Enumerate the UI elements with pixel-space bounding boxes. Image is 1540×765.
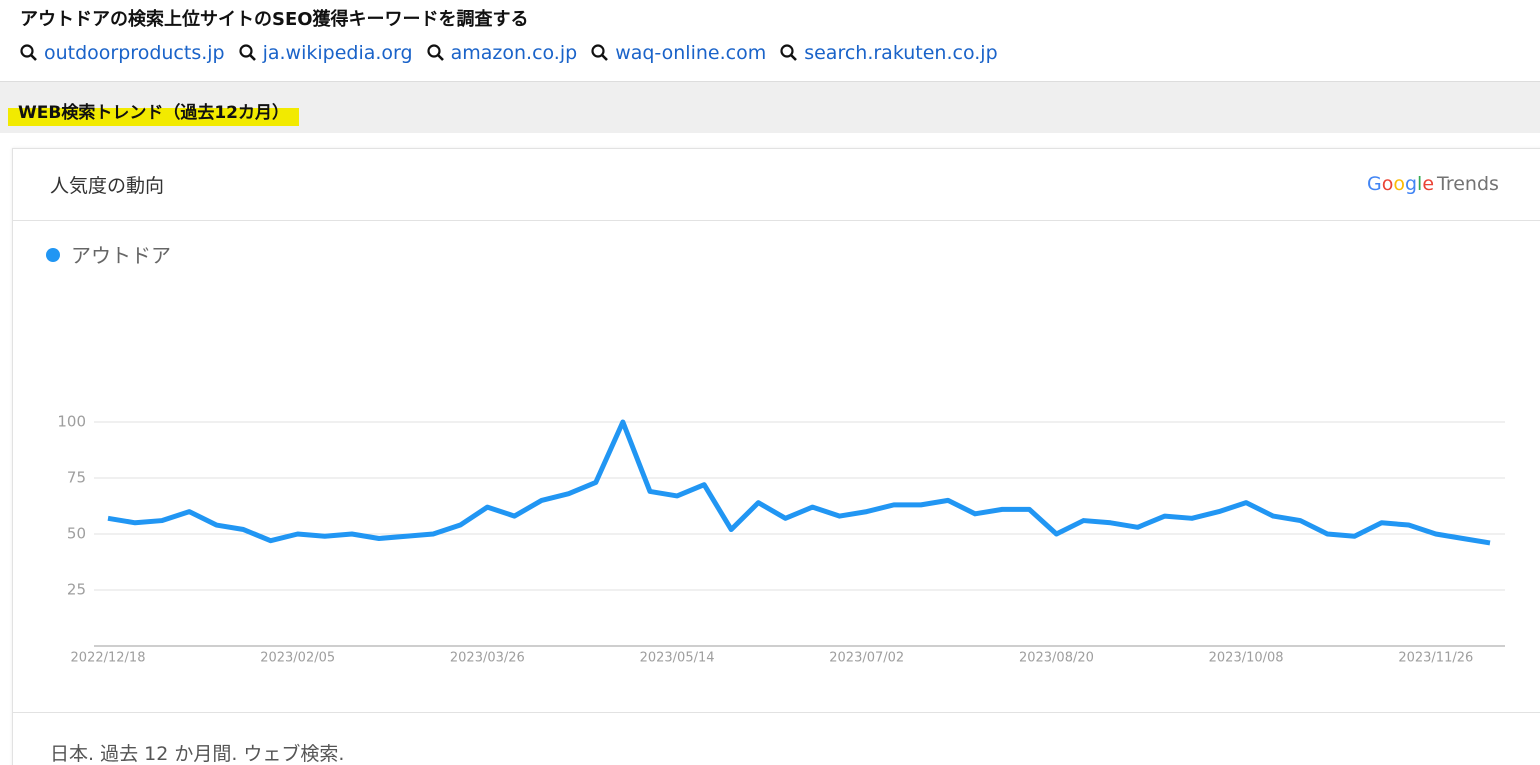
page-title: アウトドアの検索上位サイトのSEO獲得キーワードを調査する	[20, 9, 529, 30]
brand-letter: e	[1422, 173, 1435, 195]
x-tick-label: 2023/11/26	[1398, 651, 1473, 666]
brand-letter: g	[1404, 173, 1418, 195]
brand: Google Trends	[1367, 173, 1499, 195]
section-band: WEB検索トレンド（過去12カ月）	[0, 81, 1540, 133]
x-tick-label: 2023/08/20	[1019, 651, 1094, 666]
site-links: outdoorproducts.jp ja.wikipedia.org amaz…	[20, 42, 998, 64]
y-tick-label: 50	[67, 525, 86, 543]
site-link[interactable]: outdoorproducts.jp	[20, 42, 225, 64]
site-link[interactable]: waq-online.com	[591, 42, 766, 64]
y-tick-label: 75	[67, 469, 86, 487]
link-text: search.rakuten.co.jp	[804, 42, 998, 64]
link-text: waq-online.com	[615, 42, 767, 64]
legend-dot	[46, 248, 60, 262]
y-tick-label: 100	[57, 413, 86, 431]
brand-letter: l	[1417, 173, 1423, 195]
card-footer: 日本. 過去 12 か月間. ウェブ検索.	[50, 743, 345, 765]
trends-card: 人気度の動向 Google Trends 日本. 過去 12 か月間. ウェブ検索…	[12, 148, 1540, 765]
x-tick-label: 2023/02/05	[260, 651, 335, 666]
divider	[13, 712, 1540, 713]
search-icon	[426, 44, 444, 61]
brand-google: Google	[1367, 173, 1434, 195]
x-tick-label: 2022/12/18	[71, 651, 146, 666]
search-icon	[238, 44, 256, 61]
section-title: WEB検索トレンド（過去12カ月）	[8, 96, 299, 126]
link-text: outdoorproducts.jp	[44, 42, 225, 64]
chart: 25 50 75 100 2022/12/18 2023/02/05 2023/03/26 2…	[46, 244, 1505, 666]
y-tick-label: 25	[67, 581, 86, 599]
link-text: amazon.co.jp	[450, 42, 578, 64]
search-icon	[591, 44, 609, 61]
brand-letter: o	[1381, 173, 1394, 195]
search-icon	[780, 44, 798, 61]
site-link[interactable]: ja.wikipedia.org	[238, 42, 413, 64]
x-tick-label: 2023/10/08	[1209, 651, 1284, 666]
site-link[interactable]: amazon.co.jp	[426, 42, 578, 64]
link-text: ja.wikipedia.org	[262, 42, 413, 64]
trend-line	[107, 419, 1491, 546]
brand-suffix: Trends	[1437, 173, 1499, 195]
x-tick-label: 2023/03/26	[450, 651, 525, 666]
x-tick-label: 2023/07/02	[829, 651, 904, 666]
search-icon	[20, 44, 37, 61]
brand-letter: o	[1393, 173, 1405, 195]
x-tick-label: 2023/05/14	[640, 651, 715, 666]
site-link[interactable]: search.rakuten.co.jp	[780, 42, 998, 64]
card-title: 人気度の動向	[50, 175, 165, 197]
legend-label: アウトドア	[71, 244, 171, 268]
divider	[13, 220, 1540, 221]
brand-letter: G	[1367, 173, 1382, 195]
